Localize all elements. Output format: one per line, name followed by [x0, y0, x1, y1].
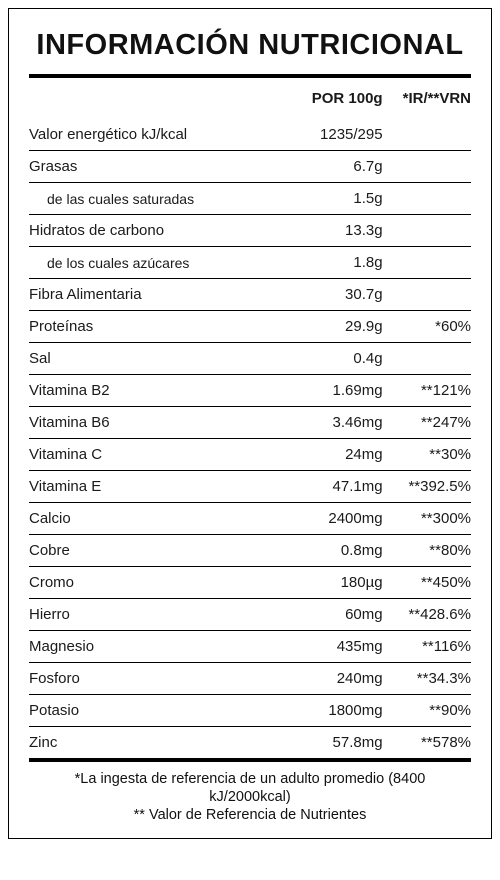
- table-row: Zinc57.8mg**578%: [29, 727, 471, 759]
- nutrient-vrn: [383, 119, 471, 151]
- table-header-row: POR 100g *IR/**VRN: [29, 78, 471, 119]
- nutrient-vrn: **90%: [383, 695, 471, 727]
- nutrient-name: Sal: [29, 343, 277, 375]
- nutrition-table: POR 100g *IR/**VRN Valor energético kJ/k…: [29, 78, 471, 758]
- table-row: Vitamina E47.1mg**392.5%: [29, 471, 471, 503]
- nutrient-value: 1.5g: [277, 183, 383, 215]
- nutrient-vrn: **392.5%: [383, 471, 471, 503]
- nutrient-name: Proteínas: [29, 311, 277, 343]
- table-row: Vitamina B21.69mg**121%: [29, 375, 471, 407]
- nutrient-name: Magnesio: [29, 631, 277, 663]
- table-row: Fosforo240mg**34.3%: [29, 663, 471, 695]
- nutrient-value: 240mg: [277, 663, 383, 695]
- nutrient-value: 1235/295: [277, 119, 383, 151]
- nutrient-value: 1.69mg: [277, 375, 383, 407]
- table-row: Calcio2400mg**300%: [29, 503, 471, 535]
- nutrient-vrn: [383, 215, 471, 247]
- nutrient-name: Fosforo: [29, 663, 277, 695]
- nutrition-table-body: Valor energético kJ/kcal1235/295Grasas6.…: [29, 119, 471, 758]
- table-row: Fibra Alimentaria30.7g: [29, 279, 471, 311]
- nutrient-vrn: **428.6%: [383, 599, 471, 631]
- nutrient-value: 30.7g: [277, 279, 383, 311]
- footnotes: *La ingesta de referencia de un adulto p…: [29, 762, 471, 828]
- nutrient-vrn: *60%: [383, 311, 471, 343]
- nutrient-name: Vitamina E: [29, 471, 277, 503]
- nutrient-vrn: [383, 151, 471, 183]
- nutrient-value: 57.8mg: [277, 727, 383, 759]
- footnote-line-1: *La ingesta de referencia de un adulto p…: [33, 770, 467, 806]
- nutrient-name: de los cuales azúcares: [29, 247, 277, 279]
- col-header-name: [29, 78, 277, 119]
- col-header-vrn: *IR/**VRN: [383, 78, 471, 119]
- nutrient-vrn: [383, 183, 471, 215]
- table-row: de las cuales saturadas1.5g: [29, 183, 471, 215]
- nutrient-vrn: [383, 279, 471, 311]
- nutrient-vrn: **34.3%: [383, 663, 471, 695]
- nutrient-value: 1800mg: [277, 695, 383, 727]
- nutrient-value: 60mg: [277, 599, 383, 631]
- nutrient-value: 3.46mg: [277, 407, 383, 439]
- nutrient-value: 2400mg: [277, 503, 383, 535]
- table-row: de los cuales azúcares1.8g: [29, 247, 471, 279]
- nutrition-panel: INFORMACIÓN NUTRICIONAL POR 100g *IR/**V…: [8, 8, 492, 839]
- nutrient-name: Zinc: [29, 727, 277, 759]
- nutrient-value: 13.3g: [277, 215, 383, 247]
- table-row: Hierro60mg**428.6%: [29, 599, 471, 631]
- nutrient-name: Grasas: [29, 151, 277, 183]
- nutrient-vrn: **121%: [383, 375, 471, 407]
- table-row: Hidratos de carbono13.3g: [29, 215, 471, 247]
- nutrient-name: Potasio: [29, 695, 277, 727]
- nutrient-name: Fibra Alimentaria: [29, 279, 277, 311]
- nutrient-name: Valor energético kJ/kcal: [29, 119, 277, 151]
- nutrient-value: 24mg: [277, 439, 383, 471]
- table-row: Vitamina C24mg**30%: [29, 439, 471, 471]
- table-row: Cromo180µg**450%: [29, 567, 471, 599]
- nutrient-value: 1.8g: [277, 247, 383, 279]
- nutrient-name: Calcio: [29, 503, 277, 535]
- nutrient-value: 6.7g: [277, 151, 383, 183]
- nutrient-value: 0.8mg: [277, 535, 383, 567]
- nutrient-value: 180µg: [277, 567, 383, 599]
- nutrient-vrn: **578%: [383, 727, 471, 759]
- nutrient-value: 0.4g: [277, 343, 383, 375]
- footnote-line-2: ** Valor de Referencia de Nutrientes: [33, 806, 467, 824]
- nutrient-vrn: **247%: [383, 407, 471, 439]
- panel-title: INFORMACIÓN NUTRICIONAL: [29, 29, 471, 62]
- nutrient-vrn: **116%: [383, 631, 471, 663]
- nutrient-vrn: [383, 343, 471, 375]
- nutrient-name: de las cuales saturadas: [29, 183, 277, 215]
- nutrient-vrn: **30%: [383, 439, 471, 471]
- nutrient-value: 47.1mg: [277, 471, 383, 503]
- table-row: Vitamina B63.46mg**247%: [29, 407, 471, 439]
- col-header-per100g: POR 100g: [277, 78, 383, 119]
- nutrient-name: Hidratos de carbono: [29, 215, 277, 247]
- nutrient-name: Vitamina B2: [29, 375, 277, 407]
- table-row: Cobre0.8mg**80%: [29, 535, 471, 567]
- table-row: Sal0.4g: [29, 343, 471, 375]
- table-row: Magnesio435mg**116%: [29, 631, 471, 663]
- nutrient-value: 29.9g: [277, 311, 383, 343]
- nutrient-vrn: [383, 247, 471, 279]
- nutrient-vrn: **80%: [383, 535, 471, 567]
- table-row: Valor energético kJ/kcal1235/295: [29, 119, 471, 151]
- nutrient-name: Cobre: [29, 535, 277, 567]
- table-row: Proteínas29.9g*60%: [29, 311, 471, 343]
- nutrient-value: 435mg: [277, 631, 383, 663]
- nutrient-vrn: **300%: [383, 503, 471, 535]
- nutrient-name: Vitamina C: [29, 439, 277, 471]
- nutrient-name: Vitamina B6: [29, 407, 277, 439]
- nutrient-name: Hierro: [29, 599, 277, 631]
- nutrient-vrn: **450%: [383, 567, 471, 599]
- table-row: Grasas6.7g: [29, 151, 471, 183]
- table-row: Potasio1800mg**90%: [29, 695, 471, 727]
- nutrient-name: Cromo: [29, 567, 277, 599]
